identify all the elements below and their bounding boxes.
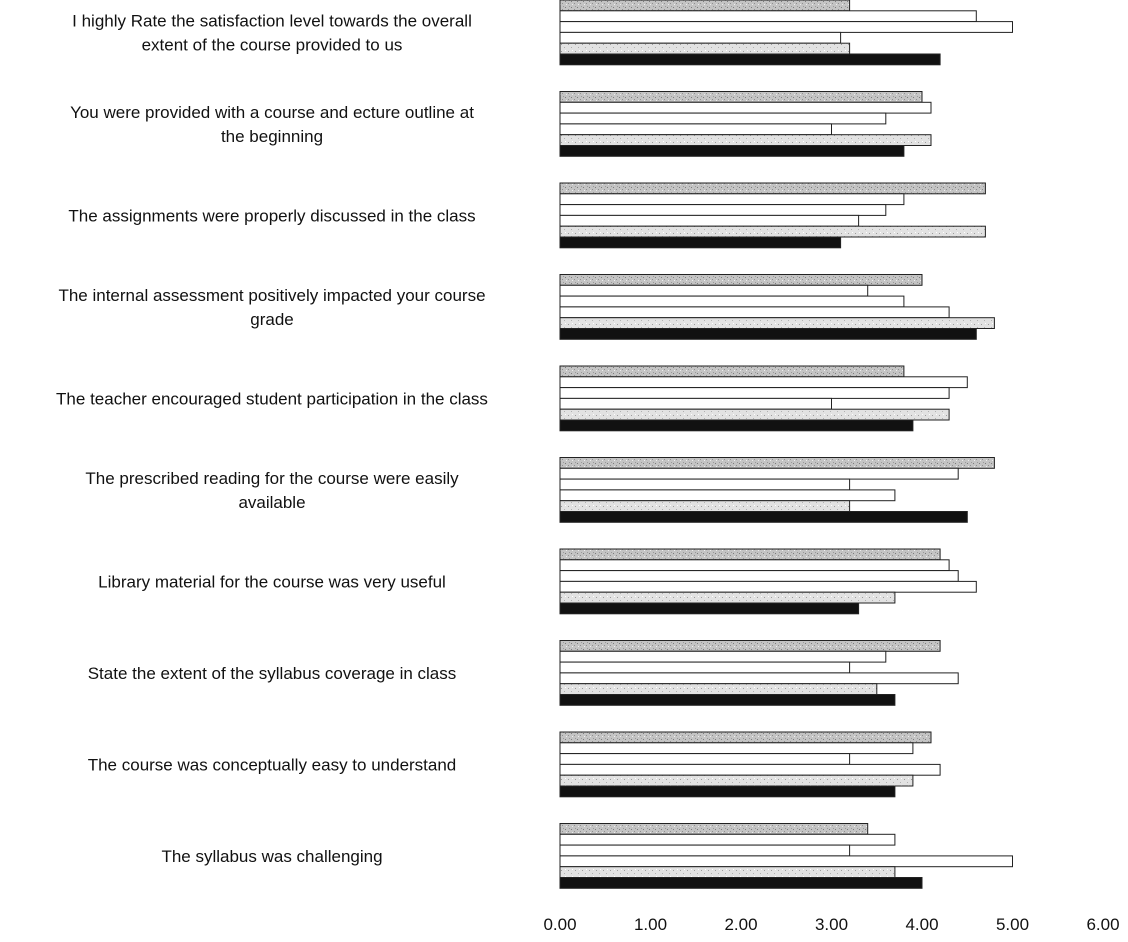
bar-cat5-series4: [559, 500, 851, 513]
bar-cat1-series1: [559, 101, 932, 114]
bar-cat7-series5: [559, 694, 896, 706]
category-label-5-line-0: The prescribed reading for the course we…: [85, 469, 459, 488]
bar-cat9-series5: [559, 877, 923, 889]
category-label-4-line-0: The teacher encouraged student participa…: [56, 389, 488, 408]
category-label-8: The course was conceptually easy to unde…: [88, 755, 457, 774]
bar-cat1-series2: [559, 112, 887, 125]
bar-cat2-series5: [559, 236, 842, 249]
bar-cat4-series3: [559, 397, 832, 410]
bar-cat1-series4: [559, 134, 932, 146]
category-label-5-line-1: available: [238, 493, 305, 512]
category-label-5: The prescribed reading for the course we…: [85, 469, 459, 512]
bar-cat7-series2: [559, 661, 851, 674]
bar-cat2-series4: [559, 225, 986, 238]
category-label-3: The internal assessment positively impac…: [58, 286, 485, 329]
bar-cat8-series0: [559, 731, 932, 744]
bar-cat3-series1: [559, 284, 869, 297]
x-tick-label-1: 1.00: [634, 915, 667, 934]
bar-cat9-series0: [559, 823, 869, 835]
bar-cat2-series1: [559, 193, 905, 206]
bar-cat2-series2: [559, 204, 887, 216]
bar-cat7-series0: [559, 640, 941, 652]
category-label-1-line-0: You were provided with a course and ectu…: [70, 103, 474, 122]
bar-cat8-series5: [559, 785, 896, 798]
category-label-1-line-1: the beginning: [221, 127, 323, 146]
category-label-1: You were provided with a course and ectu…: [70, 103, 474, 146]
bar-cat3-series4: [559, 317, 995, 330]
category-label-9-line-0: The syllabus was challenging: [161, 847, 382, 866]
bar-cat8-series3: [559, 763, 941, 776]
category-label-6: Library material for the course was very…: [98, 572, 446, 591]
x-tick-label-6: 6.00: [1086, 915, 1119, 934]
x-tick-label-2: 2.00: [724, 915, 757, 934]
bar-cat8-series1: [559, 742, 914, 755]
bar-cat4-series0: [559, 365, 905, 378]
bar-cat5-series0: [559, 457, 995, 469]
bars: [559, 0, 1013, 889]
bar-cat2-series3: [559, 214, 860, 227]
category-label-4: The teacher encouraged student participa…: [56, 389, 488, 408]
x-tick-label-0: 0.00: [543, 915, 576, 934]
bar-cat3-series5: [559, 328, 977, 340]
x-tick-label-3: 3.00: [815, 915, 848, 934]
bar-cat7-series3: [559, 672, 959, 685]
bar-cat6-series2: [559, 570, 959, 582]
x-tick-label-4: 4.00: [905, 915, 938, 934]
bar-cat0-series1: [559, 10, 977, 23]
category-labels: I highly Rate the satisfaction level tow…: [56, 11, 488, 866]
category-label-0-line-0: I highly Rate the satisfaction level tow…: [72, 11, 472, 30]
bar-cat9-series2: [559, 844, 851, 857]
bar-cat6-series0: [559, 548, 941, 561]
bar-cat8-series4: [559, 774, 914, 787]
bar-cat4-series5: [559, 419, 914, 432]
bar-cat9-series3: [559, 855, 1013, 868]
x-tick-label-5: 5.00: [996, 915, 1029, 934]
category-label-8-line-0: The course was conceptually easy to unde…: [88, 755, 457, 774]
category-label-0-line-1: extent of the course provided to us: [142, 35, 403, 54]
bar-cat5-series2: [559, 478, 851, 491]
bar-cat7-series1: [559, 650, 887, 663]
bar-cat1-series0: [559, 91, 923, 103]
bar-cat1-series5: [559, 145, 905, 157]
bar-cat4-series4: [559, 408, 950, 421]
bar-cat0-series0: [559, 0, 851, 12]
category-label-3-line-1: grade: [250, 310, 293, 329]
bar-cat8-series2: [559, 753, 851, 765]
bar-cat9-series1: [559, 833, 896, 846]
bar-cat0-series5: [559, 53, 941, 66]
category-label-2-line-0: The assignments were properly discussed …: [68, 206, 475, 225]
bar-cat6-series4: [559, 591, 896, 604]
bar-cat5-series5: [559, 511, 968, 523]
category-label-6-line-0: Library material for the course was very…: [98, 572, 446, 591]
bar-cat9-series4: [559, 866, 896, 879]
category-label-7: State the extent of the syllabus coverag…: [88, 664, 457, 683]
bar-cat0-series3: [559, 31, 842, 44]
bar-cat6-series1: [559, 559, 950, 572]
category-label-7-line-0: State the extent of the syllabus coverag…: [88, 664, 457, 683]
bar-cat7-series4: [559, 683, 878, 696]
bar-cat0-series2: [559, 21, 1013, 33]
bar-cat6-series3: [559, 580, 977, 593]
bar-cat1-series3: [559, 123, 832, 136]
x-axis-tick-labels: 0.00 1.00 2.00 3.00 4.00 5.00 6.00: [543, 915, 1119, 934]
category-label-9: The syllabus was challenging: [161, 847, 382, 866]
bar-cat3-series2: [559, 295, 905, 308]
category-label-3-line-0: The internal assessment positively impac…: [58, 286, 485, 305]
bar-cat6-series5: [559, 602, 860, 615]
bar-cat4-series2: [559, 387, 950, 399]
bar-cat5-series1: [559, 467, 959, 480]
bar-cat3-series3: [559, 306, 950, 319]
bar-cat4-series1: [559, 376, 968, 389]
bar-cat5-series3: [559, 489, 896, 502]
bar-cat0-series4: [559, 42, 851, 55]
bar-cat3-series0: [559, 274, 923, 286]
category-label-0: I highly Rate the satisfaction level tow…: [72, 11, 472, 54]
bar-cat2-series0: [559, 182, 986, 195]
category-label-2: The assignments were properly discussed …: [68, 206, 475, 225]
